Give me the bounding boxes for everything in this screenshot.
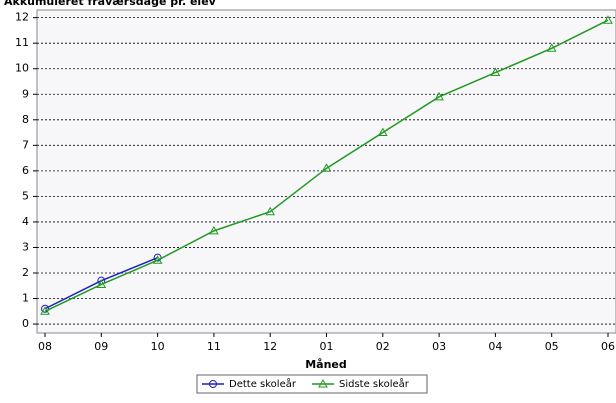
y-tick-label: 10 <box>15 62 29 75</box>
y-tick-label: 4 <box>22 215 29 228</box>
y-tick-label: 6 <box>22 164 29 177</box>
x-tick-label: 10 <box>151 340 165 353</box>
legend-label: Dette skoleår <box>229 377 297 390</box>
x-axis-label: Måned <box>305 358 347 371</box>
marker <box>318 378 328 388</box>
y-tick-label: 12 <box>15 11 29 24</box>
y-tick-label: 11 <box>15 36 29 49</box>
marker <box>209 380 217 388</box>
series-line <box>44 19 609 312</box>
marker <box>40 306 50 315</box>
marker <box>603 15 613 24</box>
y-tick-label: 9 <box>22 87 29 100</box>
x-tick-label: 01 <box>320 340 334 353</box>
y-tick-label: 7 <box>22 138 29 151</box>
marker <box>377 127 388 137</box>
legend-label: Sidste skoleår <box>339 377 410 390</box>
y-tick-label: 2 <box>22 266 29 279</box>
marker <box>321 163 332 172</box>
marker <box>265 206 276 216</box>
marker <box>96 279 107 288</box>
marker <box>41 304 49 313</box>
chart-title: Akkumuleret fraværsdage pr. elev <box>4 0 217 8</box>
marker <box>152 255 163 264</box>
marker <box>546 43 557 52</box>
x-tick-label: 11 <box>207 340 221 353</box>
y-tick-label: 1 <box>22 292 29 305</box>
x-tick-label: 08 <box>38 340 52 353</box>
x-tick-label: 03 <box>432 340 446 353</box>
x-tick-label: 05 <box>545 340 559 353</box>
y-tick-label: 8 <box>22 113 29 126</box>
y-tick-label: 0 <box>22 317 29 330</box>
y-tick-label: 3 <box>22 240 29 253</box>
x-tick-label: 09 <box>94 340 108 353</box>
y-tick-label: 5 <box>22 189 29 202</box>
x-tick-label: 02 <box>376 340 390 353</box>
x-tick-label: 04 <box>488 340 502 353</box>
x-tick-label: 12 <box>263 340 277 353</box>
x-tick-label: 06 <box>601 340 615 353</box>
marker <box>490 67 501 77</box>
marker <box>434 91 444 101</box>
marker <box>209 225 219 235</box>
